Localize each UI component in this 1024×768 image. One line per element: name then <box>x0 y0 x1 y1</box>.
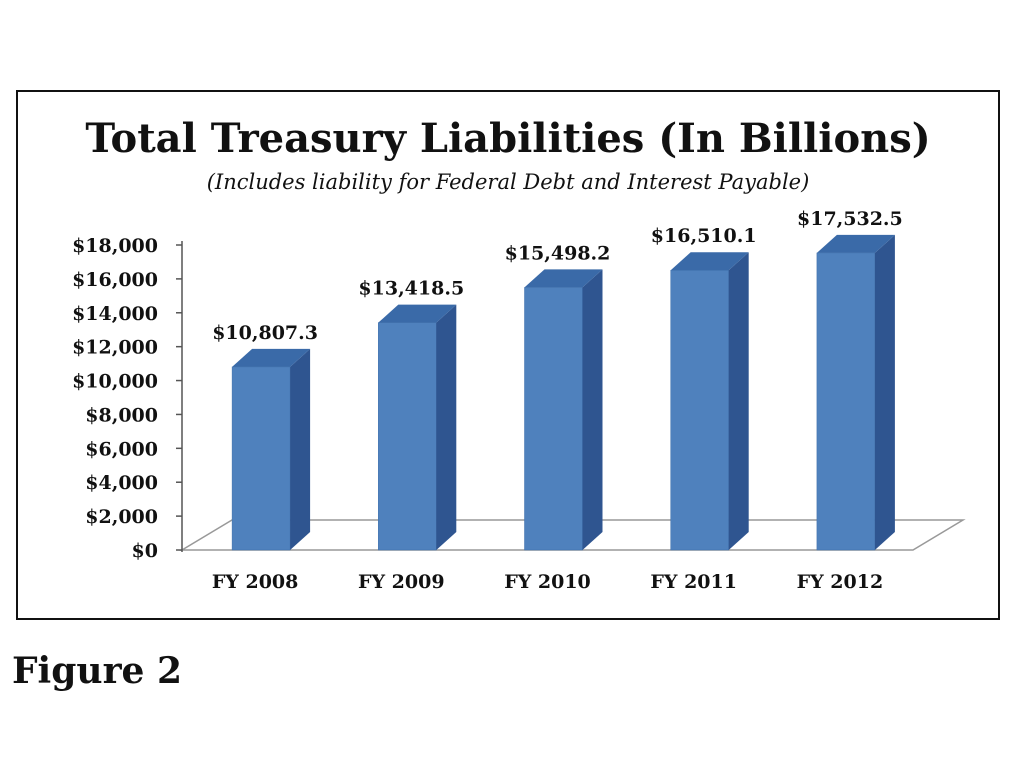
bar-side <box>728 252 749 550</box>
bar-front <box>378 322 437 551</box>
figure-caption: Figure 2 <box>12 650 183 692</box>
data-label: $15,498.2 <box>505 242 611 264</box>
chart-subtitle: (Includes liability for Federal Debt and… <box>207 170 810 194</box>
bar-chart: Total Treasury Liabilities (In Billions)… <box>72 115 966 593</box>
bar-front <box>524 287 583 551</box>
y-tick-label: $14,000 <box>72 303 158 325</box>
bar-fy-2010 <box>524 269 603 551</box>
bar-side <box>436 304 457 550</box>
x-category-label: FY 2008 <box>212 571 299 593</box>
bar-top <box>524 269 603 288</box>
bar-fy-2012 <box>816 234 895 551</box>
y-tick-label: $0 <box>132 540 158 562</box>
bar-top <box>670 252 749 271</box>
y-tick-label: $2,000 <box>85 506 158 528</box>
data-label: $16,510.1 <box>651 225 757 247</box>
x-category-label: FY 2011 <box>650 571 737 593</box>
data-label: $13,418.5 <box>358 278 464 300</box>
x-category-label: FY 2012 <box>797 571 884 593</box>
bar-side <box>874 234 895 551</box>
bar-front <box>670 269 729 551</box>
data-label: $10,807.3 <box>212 322 318 344</box>
bar-top <box>378 304 457 323</box>
bar-side <box>582 269 603 550</box>
bar-side <box>290 348 311 550</box>
bar-fy-2009 <box>378 304 457 551</box>
bar-front <box>816 252 876 551</box>
bar-front <box>231 366 291 551</box>
bar-fy-2011 <box>670 252 749 551</box>
y-tick-label: $16,000 <box>72 269 158 291</box>
bar-top <box>816 234 895 253</box>
y-tick-label: $6,000 <box>85 438 158 460</box>
chart-title: Total Treasury Liabilities (In Billions) <box>85 115 930 162</box>
x-category-label: FY 2010 <box>504 571 591 593</box>
y-tick-label: $4,000 <box>85 472 158 494</box>
chart-frame: Total Treasury Liabilities (In Billions)… <box>16 90 1000 620</box>
y-tick-label: $18,000 <box>72 235 158 257</box>
y-tick-label: $10,000 <box>72 371 158 393</box>
y-tick-label: $12,000 <box>72 337 158 359</box>
x-category-label: FY 2009 <box>358 571 445 593</box>
bar-top <box>232 348 311 367</box>
data-label: $17,532.5 <box>797 208 903 230</box>
y-tick-label: $8,000 <box>85 404 158 426</box>
bar-fy-2008 <box>231 348 311 551</box>
